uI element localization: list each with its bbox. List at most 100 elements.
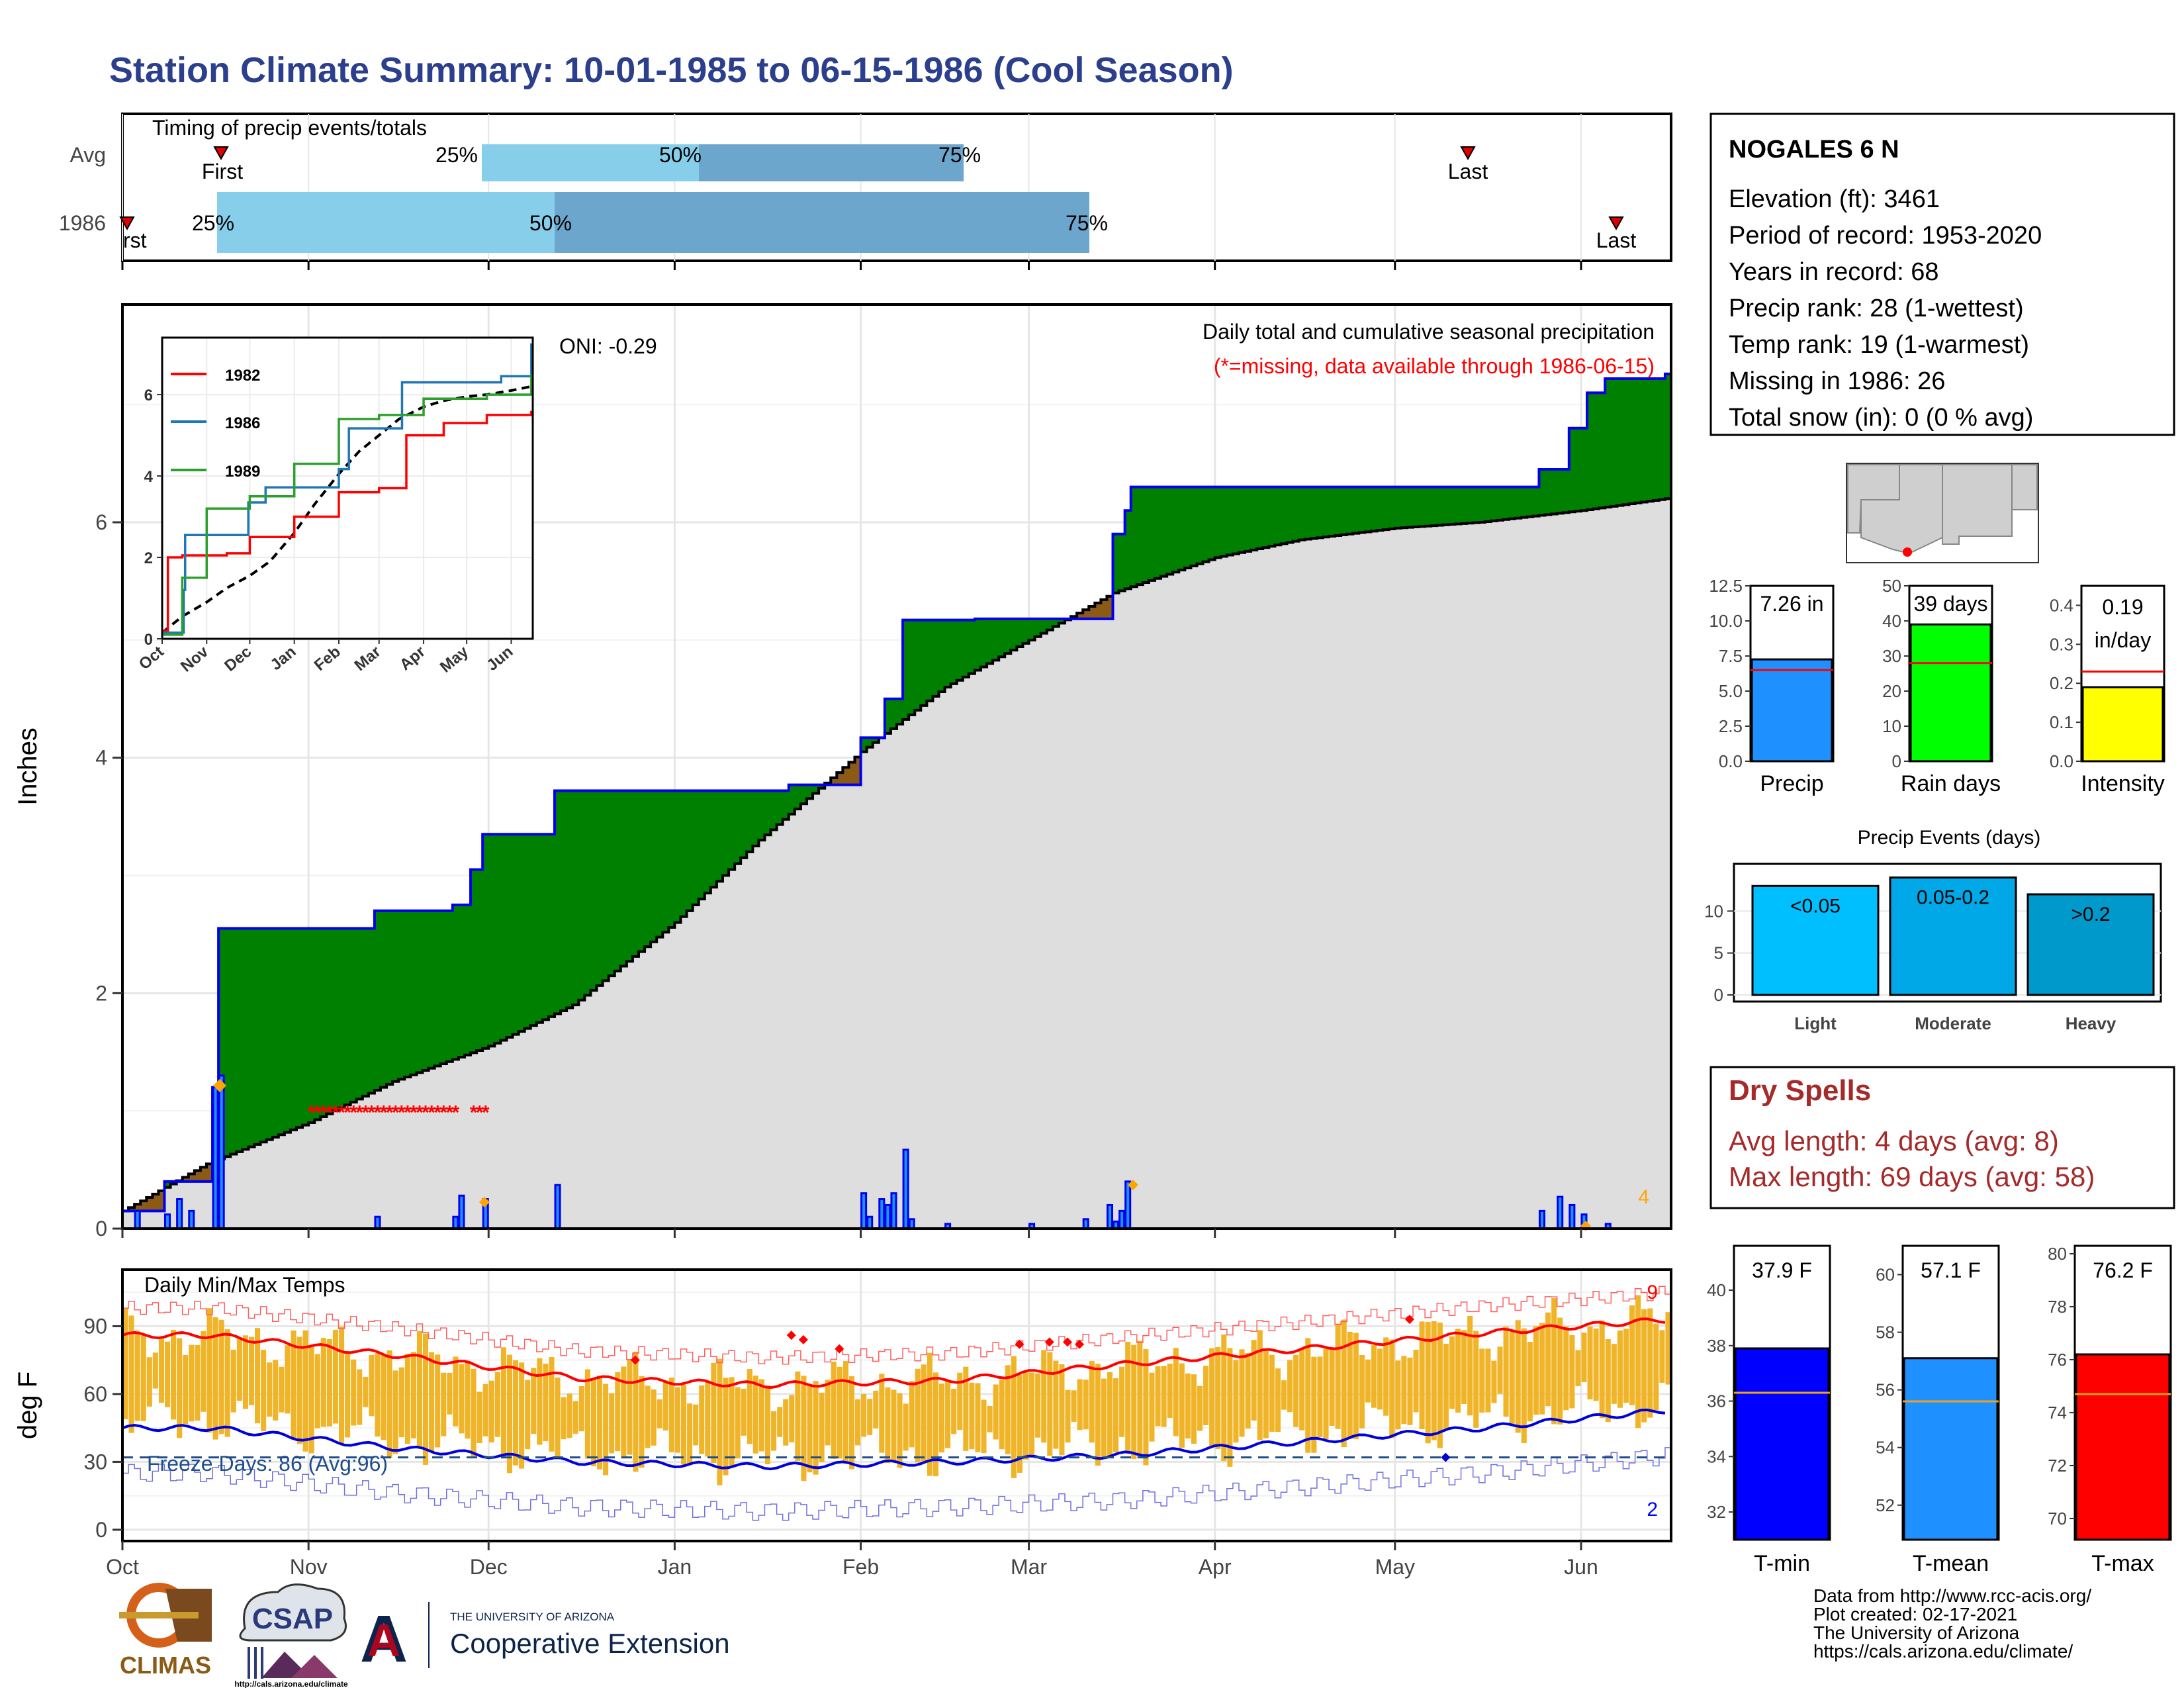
precip-daily-bar bbox=[452, 1215, 459, 1230]
temp-daily-bar bbox=[603, 1383, 609, 1476]
temp-daily-bar bbox=[1605, 1339, 1611, 1423]
timing-row-avg-label: Avg bbox=[69, 143, 106, 167]
tempbar-y-tick-label: 56 bbox=[1876, 1380, 1895, 1400]
precip-missing-marker: * bbox=[343, 1102, 351, 1124]
events-category-label: Heavy bbox=[2066, 1013, 2116, 1033]
temp-daily-bar bbox=[1125, 1341, 1131, 1453]
precip-missing-marker: * bbox=[308, 1102, 316, 1124]
summary-y-tick-label: 10 bbox=[1882, 716, 1901, 736]
inset-legend: 1982 1986 1989 bbox=[171, 367, 260, 481]
temp-daily-bar bbox=[392, 1370, 398, 1454]
temp-daily-bar bbox=[1281, 1380, 1287, 1410]
inset-legend-1989: 1989 bbox=[225, 463, 260, 481]
temp-daily-bar bbox=[741, 1388, 747, 1436]
temp-daily-bar bbox=[1419, 1321, 1425, 1429]
precip-missing-marker: * bbox=[374, 1102, 382, 1124]
temp-daily-bar bbox=[375, 1353, 381, 1437]
temp-daily-bar bbox=[590, 1379, 597, 1466]
temp-daily-bar bbox=[1239, 1349, 1245, 1437]
precip-daily-bar bbox=[1082, 1218, 1089, 1230]
temp-daily-bar bbox=[543, 1364, 549, 1442]
temp-daily-bar bbox=[201, 1331, 206, 1412]
temp-daily-bar bbox=[387, 1350, 392, 1458]
temp-daily-bar bbox=[1491, 1360, 1497, 1403]
summary-y-tick-label: 0.4 bbox=[2050, 595, 2073, 615]
temp-daily-bar bbox=[1665, 1312, 1671, 1385]
temp-daily-bar bbox=[525, 1380, 531, 1450]
temp-daily-bar bbox=[717, 1358, 723, 1485]
station-elevation: Elevation (ft): 3461 bbox=[1729, 185, 1940, 213]
precip-missing-marker: * bbox=[338, 1102, 345, 1124]
station-years: Years in record: 68 bbox=[1729, 258, 1939, 286]
precip-missing-marker: * bbox=[320, 1102, 328, 1124]
temp-daily-bar bbox=[1515, 1320, 1521, 1433]
tempbar-tmin bbox=[1734, 1347, 1830, 1541]
temp-daily-bar bbox=[1155, 1366, 1161, 1427]
temp-daily-bar bbox=[189, 1344, 195, 1422]
precip-missing-marker: * bbox=[404, 1102, 412, 1124]
month-tick-label: Dec bbox=[470, 1555, 508, 1579]
summary-y-tick-label: 7.5 bbox=[1719, 646, 1743, 666]
temp-daily-bar bbox=[747, 1368, 752, 1444]
temp-daily-bar bbox=[1539, 1323, 1545, 1415]
map-new-mexico bbox=[1942, 464, 2013, 545]
temp-daily-bar bbox=[1047, 1352, 1053, 1456]
tempbar-tmean bbox=[1903, 1357, 1999, 1541]
temp-record-max-marker bbox=[1044, 1337, 1054, 1347]
station-location-dot bbox=[1903, 547, 1912, 557]
summary-bar-precip bbox=[1751, 658, 1833, 763]
temp-daily-bar bbox=[1095, 1364, 1101, 1466]
temp-daily-bar bbox=[381, 1354, 387, 1440]
temp-daily-bar bbox=[482, 1383, 488, 1436]
temp-daily-bar bbox=[242, 1335, 248, 1409]
precip-missing-note: (*=missing, data available through 1986-… bbox=[1214, 354, 1655, 378]
temp-daily-bar bbox=[1623, 1329, 1629, 1403]
precip-daily-bar bbox=[902, 1149, 909, 1230]
inset-y-tick-label: 6 bbox=[144, 387, 153, 404]
temp-daily-bar bbox=[561, 1397, 567, 1440]
temp-daily-bar bbox=[1131, 1344, 1137, 1460]
tempbar-label-tmax: T-max bbox=[2091, 1551, 2154, 1576]
temp-daily-bar bbox=[422, 1333, 429, 1465]
timing-avg-p25: 25% bbox=[435, 143, 478, 167]
temp-daily-bar bbox=[1545, 1312, 1551, 1407]
temp-daily-bar bbox=[1191, 1374, 1197, 1444]
temp-daily-bar bbox=[1533, 1326, 1539, 1415]
temp-daily-bar bbox=[1467, 1316, 1473, 1416]
temp-daily-bar bbox=[801, 1376, 807, 1481]
temp-daily-bar bbox=[1257, 1330, 1263, 1440]
tempbar-y-tick-label: 72 bbox=[2048, 1456, 2067, 1476]
temp-daily-bar bbox=[1017, 1374, 1023, 1473]
timing-avg-bar-50-75 bbox=[699, 144, 964, 181]
csap-logo-text: CSAP bbox=[252, 1603, 333, 1635]
temp-daily-bar bbox=[789, 1395, 795, 1442]
temp-daily-bar bbox=[1437, 1322, 1443, 1448]
temp-daily-bar bbox=[867, 1399, 873, 1435]
temp-daily-bar bbox=[1449, 1336, 1455, 1409]
timing-year-last-marker bbox=[1608, 216, 1624, 231]
precip-missing-marker: * bbox=[355, 1102, 363, 1124]
temp-daily-bar bbox=[177, 1338, 183, 1438]
temp-daily-bar bbox=[1065, 1389, 1071, 1443]
station-period: Period of record: 1953-2020 bbox=[1729, 222, 2042, 250]
precip-missing-marker: * bbox=[428, 1102, 435, 1124]
temp-daily-bar bbox=[933, 1372, 938, 1477]
precip-missing-marker: * bbox=[476, 1102, 484, 1124]
temp-daily-bar bbox=[903, 1403, 909, 1451]
dry-spells-title: Dry Spells bbox=[1729, 1074, 1871, 1107]
temp-daily-bar bbox=[488, 1380, 494, 1443]
dry-spells-avg: Avg length: 4 days (avg: 8) bbox=[1729, 1125, 2059, 1156]
precip-panel-frame bbox=[121, 303, 1672, 1230]
temp-daily-bar bbox=[218, 1319, 224, 1434]
temp-record-max-marker bbox=[1062, 1337, 1072, 1347]
temp-y-axis: 0 30 60 90 bbox=[83, 1314, 122, 1542]
temp-record-max-count: 9 bbox=[1647, 1282, 1658, 1303]
temp-daily-bar bbox=[279, 1366, 285, 1413]
inset-background bbox=[162, 338, 533, 639]
temp-daily-bar bbox=[537, 1358, 543, 1445]
temp-record-min-line bbox=[122, 1447, 1671, 1521]
month-tick-label: Nov bbox=[290, 1555, 328, 1579]
summary-y-tick-label: 0.3 bbox=[2050, 634, 2073, 654]
temp-daily-bar bbox=[1659, 1330, 1665, 1383]
temp-daily-bar bbox=[1443, 1343, 1449, 1429]
